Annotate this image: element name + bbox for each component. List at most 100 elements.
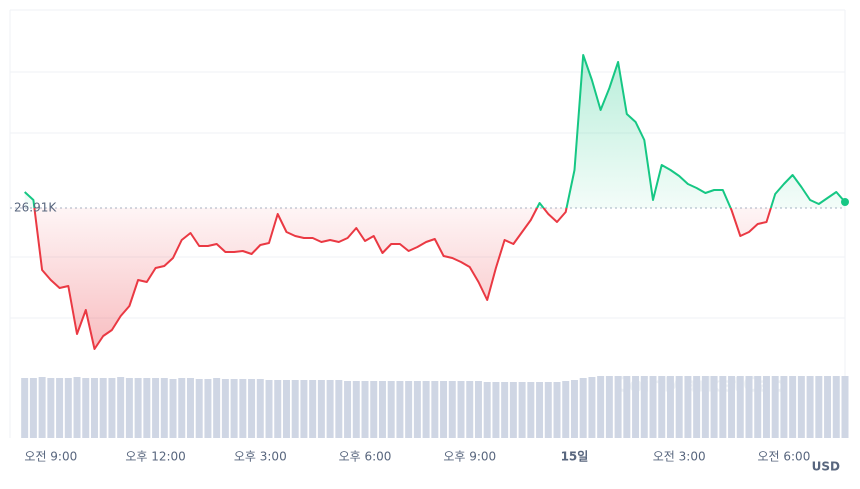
volume-bar [675, 376, 683, 438]
volume-bar [152, 378, 160, 438]
volume-bar [134, 378, 142, 438]
volume-bar [448, 381, 456, 438]
volume-bar [73, 377, 81, 438]
volume-bar [387, 381, 395, 438]
volume-bar [230, 379, 238, 438]
volume-bar [693, 376, 701, 438]
volume-bar [780, 376, 788, 438]
x-tick-label: 오후 6:00 [339, 450, 392, 464]
volume-bar [466, 381, 474, 438]
volume-bar [684, 376, 692, 438]
last-point [841, 198, 849, 206]
volume-bar [378, 381, 386, 438]
volume-bar [536, 382, 544, 438]
volume-bar [239, 379, 247, 438]
volume-bar [553, 382, 561, 438]
volume-bar [361, 381, 369, 438]
volume-bar [632, 376, 640, 438]
volume-bar [125, 378, 133, 438]
volume-bar [824, 376, 832, 438]
volume-bar [256, 379, 264, 438]
volume-bar [108, 378, 116, 438]
volume-bar [841, 376, 849, 438]
x-tick-label: 오후 3:00 [234, 450, 287, 464]
volume-bar [509, 382, 517, 438]
volume-bar [658, 376, 666, 438]
x-tick-label: 15일 [561, 450, 589, 464]
volume-bar [754, 376, 762, 438]
volume-bar [806, 376, 814, 438]
volume-bar [221, 379, 229, 438]
volume-bar [38, 377, 46, 438]
currency-label: USD [812, 460, 840, 474]
volume-bar [82, 378, 90, 438]
volume-bar [815, 376, 823, 438]
x-tick-label: 오후 9:00 [443, 450, 496, 464]
volume-bar [195, 379, 203, 438]
volume-bar [309, 380, 317, 438]
volume-bar [169, 379, 177, 438]
volume-bar [728, 376, 736, 438]
volume-bar [605, 376, 613, 438]
x-tick-label: 오전 9:00 [24, 450, 77, 464]
volume-bar [282, 380, 290, 438]
volume-bar [719, 376, 727, 438]
volume-bar [160, 378, 168, 438]
volume-bar [710, 376, 718, 438]
x-tick-label: 오전 3:00 [653, 450, 706, 464]
volume-bar [762, 376, 770, 438]
volume-bar [736, 376, 744, 438]
volume-bar [21, 378, 29, 438]
volume-bar [579, 378, 587, 438]
volume-bar [413, 381, 421, 438]
volume-bar [492, 382, 500, 438]
volume-bar [326, 380, 334, 438]
price-line [24, 54, 846, 350]
volume-bar [99, 378, 107, 438]
volume-bar [186, 378, 194, 438]
volume-bar [483, 382, 491, 438]
area-down [24, 208, 845, 349]
volume-bar [90, 378, 98, 438]
volume-bar [56, 378, 64, 438]
baseline-label: 26.91K [14, 201, 57, 215]
volume-bar [47, 378, 55, 438]
volume-bar [789, 376, 797, 438]
volume-bar [623, 376, 631, 438]
volume-bar [64, 378, 72, 438]
volume-bar [178, 378, 186, 438]
volume-bar [352, 381, 360, 438]
volume-bar [265, 380, 273, 438]
volume-bar [396, 381, 404, 438]
volume-bar [527, 382, 535, 438]
volume-bar [666, 376, 674, 438]
volume-bar [649, 376, 657, 438]
volume-bar [291, 380, 299, 438]
volume-bar [344, 381, 352, 438]
volume-bar [518, 382, 526, 438]
volume-bar [143, 378, 151, 438]
volume-bar [457, 381, 465, 438]
volume-bar [213, 378, 221, 438]
volume-bar [640, 376, 648, 438]
x-tick-label: 오후 12:00 [125, 450, 185, 464]
volume-bar [588, 377, 596, 438]
volume-bar [422, 381, 430, 438]
volume-bar [562, 381, 570, 438]
volume-bar [370, 381, 378, 438]
volume-bar [701, 376, 709, 438]
volume-bar [797, 376, 805, 438]
volume-bar [474, 381, 482, 438]
volume-bar [274, 380, 282, 438]
volume-bar [300, 380, 308, 438]
volume-bar [431, 381, 439, 438]
volume-bar [597, 376, 605, 438]
volume-bar [570, 380, 578, 438]
volume-bar [771, 376, 779, 438]
volume-bar [745, 376, 753, 438]
volume-bar [544, 382, 552, 438]
volume-bar [317, 380, 325, 438]
volume-bar [501, 382, 509, 438]
volume-bar [248, 379, 256, 438]
